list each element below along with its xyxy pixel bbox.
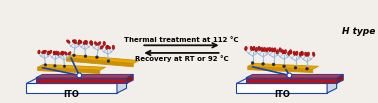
Circle shape	[84, 55, 87, 58]
Polygon shape	[246, 74, 343, 78]
Ellipse shape	[53, 51, 55, 55]
Circle shape	[54, 65, 56, 67]
Ellipse shape	[43, 50, 46, 54]
Ellipse shape	[112, 45, 115, 49]
Text: ITO: ITO	[64, 90, 79, 99]
Ellipse shape	[301, 51, 304, 55]
Polygon shape	[36, 74, 133, 78]
Ellipse shape	[98, 42, 101, 45]
Ellipse shape	[49, 50, 52, 54]
Ellipse shape	[107, 46, 111, 49]
Ellipse shape	[57, 51, 59, 55]
Ellipse shape	[90, 42, 93, 45]
Polygon shape	[327, 79, 337, 93]
Ellipse shape	[68, 52, 71, 55]
Circle shape	[73, 54, 75, 57]
Ellipse shape	[47, 51, 50, 55]
Ellipse shape	[103, 41, 105, 46]
Ellipse shape	[258, 46, 260, 51]
Circle shape	[77, 73, 82, 78]
Ellipse shape	[276, 50, 279, 54]
Polygon shape	[236, 79, 337, 84]
Polygon shape	[38, 64, 105, 70]
Ellipse shape	[307, 52, 310, 56]
Ellipse shape	[83, 41, 86, 44]
Ellipse shape	[255, 47, 258, 52]
Polygon shape	[26, 79, 127, 84]
Ellipse shape	[62, 52, 64, 55]
Circle shape	[96, 56, 98, 59]
Ellipse shape	[85, 40, 88, 45]
Polygon shape	[337, 74, 343, 84]
Circle shape	[251, 62, 254, 64]
Text: Recovery at RT or 92 °C: Recovery at RT or 92 °C	[135, 55, 228, 62]
Ellipse shape	[293, 51, 296, 55]
Ellipse shape	[290, 50, 292, 54]
Circle shape	[107, 60, 110, 62]
Circle shape	[287, 73, 292, 78]
Ellipse shape	[253, 46, 255, 51]
Ellipse shape	[79, 40, 82, 43]
Ellipse shape	[42, 50, 45, 54]
Polygon shape	[67, 55, 139, 63]
Circle shape	[283, 65, 285, 68]
Ellipse shape	[299, 52, 302, 56]
Polygon shape	[36, 78, 127, 84]
Ellipse shape	[273, 48, 276, 52]
Circle shape	[272, 63, 275, 66]
Circle shape	[262, 63, 265, 65]
Polygon shape	[67, 58, 133, 67]
Ellipse shape	[245, 46, 247, 51]
Ellipse shape	[268, 47, 271, 52]
Ellipse shape	[312, 52, 315, 56]
Ellipse shape	[279, 48, 282, 52]
Ellipse shape	[60, 51, 63, 55]
Circle shape	[63, 65, 66, 68]
Polygon shape	[127, 74, 133, 84]
Ellipse shape	[55, 51, 57, 55]
Polygon shape	[38, 67, 100, 73]
Ellipse shape	[296, 51, 298, 55]
Ellipse shape	[100, 46, 104, 49]
Ellipse shape	[271, 48, 274, 52]
Ellipse shape	[78, 41, 81, 44]
Ellipse shape	[260, 47, 263, 52]
Ellipse shape	[266, 48, 268, 52]
Ellipse shape	[74, 40, 77, 44]
Circle shape	[294, 66, 297, 69]
Polygon shape	[236, 84, 327, 93]
Circle shape	[305, 67, 308, 70]
Ellipse shape	[250, 46, 253, 51]
Ellipse shape	[67, 40, 70, 43]
Ellipse shape	[263, 47, 266, 52]
Ellipse shape	[72, 40, 76, 43]
Text: ITO: ITO	[274, 90, 290, 99]
Ellipse shape	[94, 42, 98, 45]
Text: H type: H type	[342, 27, 375, 36]
Ellipse shape	[64, 52, 67, 55]
Ellipse shape	[106, 45, 108, 49]
Ellipse shape	[90, 41, 93, 44]
Text: Thermal treatment at 112 °C: Thermal treatment at 112 °C	[124, 37, 239, 43]
Polygon shape	[117, 79, 127, 93]
Ellipse shape	[38, 50, 40, 54]
Ellipse shape	[284, 50, 287, 54]
Polygon shape	[248, 63, 319, 69]
Polygon shape	[246, 78, 337, 84]
Polygon shape	[248, 66, 313, 73]
Ellipse shape	[288, 51, 290, 55]
Polygon shape	[26, 84, 117, 93]
Circle shape	[44, 64, 46, 66]
Ellipse shape	[282, 50, 284, 54]
Ellipse shape	[305, 52, 307, 56]
